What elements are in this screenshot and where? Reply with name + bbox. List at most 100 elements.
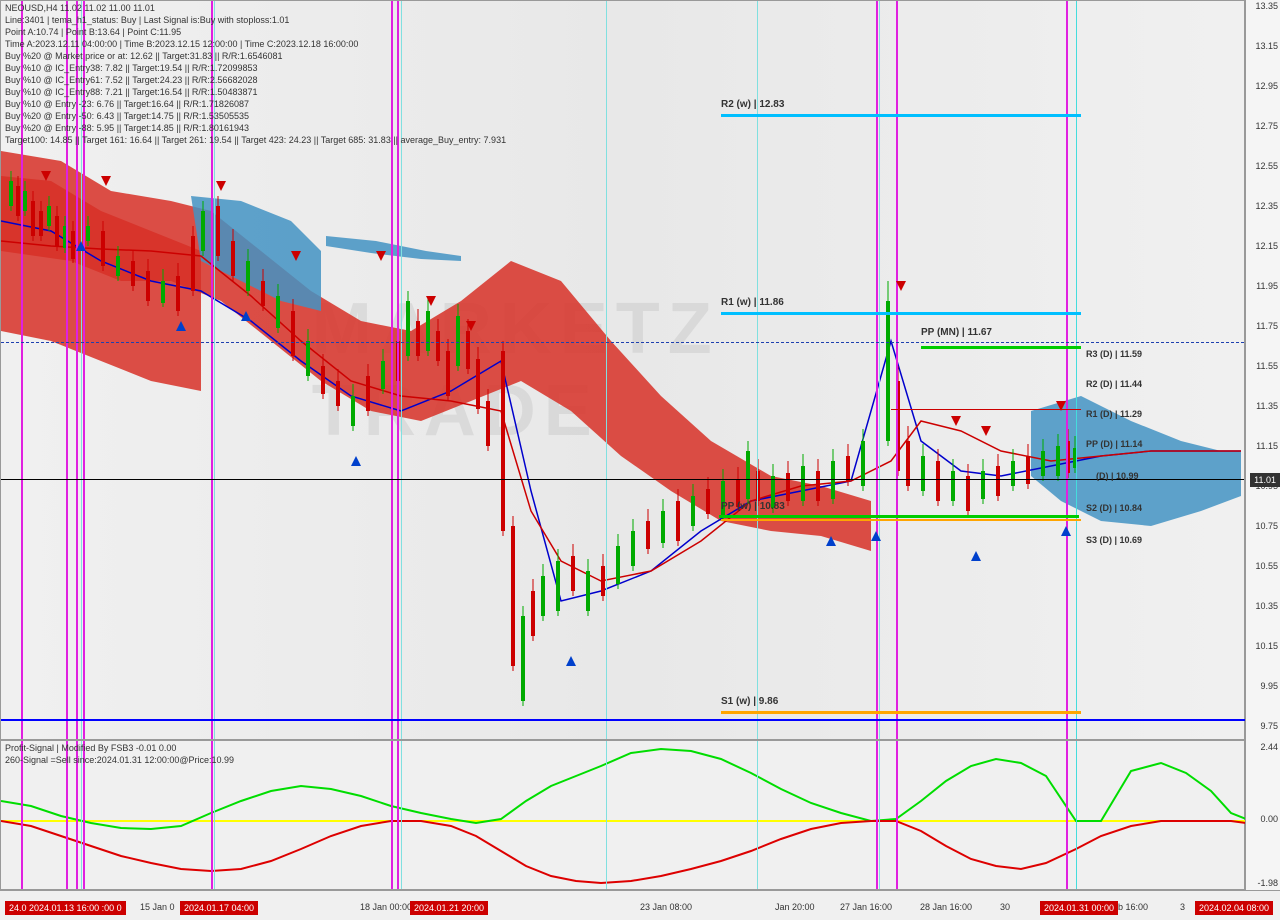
hline-red bbox=[891, 409, 1081, 410]
price-axis-label: 10.35 bbox=[1255, 601, 1278, 611]
price-axis-label: 12.75 bbox=[1255, 121, 1278, 131]
sell-arrow-icon bbox=[101, 176, 111, 186]
sell-arrow-icon bbox=[426, 296, 436, 306]
vline-magenta bbox=[876, 1, 878, 739]
pivot-r1w-line bbox=[721, 312, 1081, 315]
price-axis-label: 13.15 bbox=[1255, 41, 1278, 51]
indicator-subchart[interactable]: Profit-Signal | Modified By FSB3 -0.01 0… bbox=[0, 740, 1245, 890]
price-axis-label: 11.75 bbox=[1256, 321, 1278, 331]
price-axis-label: 12.95 bbox=[1255, 81, 1278, 91]
info-line: Buy %10 @ Entry -23: 6.76 || Target:16.6… bbox=[5, 99, 249, 109]
pivot-r1w-label: R1 (w) | 11.86 bbox=[721, 297, 784, 308]
price-axis-label: 10.75 bbox=[1255, 521, 1278, 531]
buy-arrow-icon bbox=[76, 241, 86, 251]
pivot-r2w-line bbox=[721, 114, 1081, 117]
vline-magenta-ind bbox=[1066, 741, 1068, 889]
sell-arrow-icon bbox=[376, 251, 386, 261]
sell-arrow-icon bbox=[951, 416, 961, 426]
price-axis-label: 12.35 bbox=[1255, 201, 1278, 211]
info-line: Buy %20 @ Market price or at: 12.62 || T… bbox=[5, 51, 282, 61]
vline-cyan-ind bbox=[1076, 741, 1077, 889]
price-axis-label: 11.35 bbox=[1256, 401, 1278, 411]
pivot-r2d-label: R2 (D) | 11.44 bbox=[1086, 379, 1142, 389]
price-axis-label: 13.35 bbox=[1255, 1, 1278, 11]
buy-arrow-icon bbox=[176, 321, 186, 331]
time-marker-box: 2024.02.04 08:00 bbox=[1195, 901, 1273, 915]
hline-green-resistance bbox=[921, 346, 1081, 349]
ind-label: 2.44 bbox=[1260, 742, 1278, 752]
price-axis-label: 9.75 bbox=[1260, 721, 1278, 731]
vline-cyan bbox=[1076, 1, 1077, 739]
pivot-s1w-label: S1 (w) | 9.86 bbox=[721, 696, 778, 707]
price-axis-label: 10.15 bbox=[1255, 641, 1278, 651]
price-axis-label: 10.55 bbox=[1255, 561, 1278, 571]
buy-arrow-icon bbox=[826, 536, 836, 546]
buy-arrow-icon bbox=[971, 551, 981, 561]
price-y-axis: 13.35 13.15 12.95 12.75 12.55 12.35 12.15 11.95… bbox=[1245, 0, 1280, 740]
time-marker-box: 24.0 2024.01.13 16:00 :00 0 bbox=[5, 901, 126, 915]
main-price-chart[interactable]: MARKETZ TRADE bbox=[0, 0, 1245, 740]
sell-arrow-icon bbox=[466, 321, 476, 331]
time-marker-box: 2024.01.31 00:00 bbox=[1040, 901, 1118, 915]
vline-magenta bbox=[391, 1, 393, 739]
time-axis-label: 30 bbox=[1000, 902, 1010, 912]
sell-arrow-icon bbox=[896, 281, 906, 291]
time-axis-label: 18 Jan 00:00 bbox=[360, 902, 412, 912]
ind-label: 0.00 bbox=[1260, 814, 1278, 824]
time-marker-box: 2024.01.21 20:00 bbox=[410, 901, 488, 915]
pivot-ppmn-label: PP (MN) | 11.67 bbox=[921, 327, 992, 338]
pivot-s1d-label: (D) | 10.99 bbox=[1096, 471, 1139, 481]
indicator-info-2: 260-Signal =Sell since:2024.01.31 12:00:… bbox=[5, 755, 234, 765]
time-axis-label: 27 Jan 16:00 bbox=[840, 902, 892, 912]
time-axis-label: 3 bbox=[1180, 902, 1185, 912]
hline-current-price bbox=[1, 479, 1244, 480]
sell-arrow-icon bbox=[291, 251, 301, 261]
vline-cyan bbox=[606, 1, 607, 739]
vline-cyan bbox=[879, 1, 880, 739]
vline-magenta-ind bbox=[397, 741, 399, 889]
price-axis-label: 11.95 bbox=[1256, 281, 1278, 291]
sell-arrow-icon bbox=[1056, 401, 1066, 411]
trading-chart-container: MARKETZ TRADE bbox=[0, 0, 1280, 920]
price-axis-label: 9.95 bbox=[1260, 681, 1278, 691]
chart-header-text: NEOUSD,H4 11.02 11.02 11.00 11.01 bbox=[5, 3, 155, 13]
vline-cyan-ind bbox=[757, 741, 758, 889]
time-axis-label: 28 Jan 16:00 bbox=[920, 902, 972, 912]
time-axis-label: 23 Jan 08:00 bbox=[640, 902, 692, 912]
hline-ppmn bbox=[1, 342, 1244, 343]
vline-cyan-ind bbox=[879, 741, 880, 889]
buy-arrow-icon bbox=[241, 311, 251, 321]
pivot-ppw-label: PP (w) | 10.83 bbox=[721, 501, 785, 512]
info-line: Target100: 14.85 || Target 161: 16.64 ||… bbox=[5, 135, 506, 145]
price-axis-label: 11.55 bbox=[1256, 361, 1278, 371]
time-axis-label: Jan 20:00 bbox=[775, 902, 815, 912]
vline-cyan bbox=[401, 1, 402, 739]
info-line: Buy %10 @ IC_Entry61: 7.52 || Target:24.… bbox=[5, 75, 257, 85]
hline-green-support bbox=[719, 515, 1079, 518]
price-axis-label: 11.15 bbox=[1256, 441, 1278, 451]
price-axis-label: 12.55 bbox=[1255, 161, 1278, 171]
info-line: Time A:2023.12.11 04:00:00 | Time B:2023… bbox=[5, 39, 358, 49]
buy-arrow-icon bbox=[871, 531, 881, 541]
info-line: Point A:10.74 | Point B:13.64 | Point C:… bbox=[5, 27, 181, 37]
time-axis-label: 15 Jan 0 bbox=[140, 902, 175, 912]
vline-cyan bbox=[757, 1, 758, 739]
pivot-s1w-line bbox=[721, 711, 1081, 714]
info-line: Buy %10 @ IC_Entry88: 7.21 || Target:16.… bbox=[5, 87, 257, 97]
vline-magenta bbox=[896, 1, 898, 739]
time-marker-box: 2024.01.17 04:00 bbox=[180, 901, 258, 915]
vline-magenta-ind bbox=[876, 741, 878, 889]
pivot-s3d-label: S3 (D) | 10.69 bbox=[1086, 535, 1142, 545]
pivot-r1d-label: R1 (D) | 11.29 bbox=[1086, 409, 1142, 419]
vline-cyan-ind bbox=[401, 741, 402, 889]
vline-cyan-ind bbox=[606, 741, 607, 889]
pivot-ppd-label: PP (D) | 11.14 bbox=[1086, 439, 1142, 449]
vline-magenta bbox=[397, 1, 399, 739]
price-axis-label: 12.15 bbox=[1255, 241, 1278, 251]
sell-arrow-icon bbox=[981, 426, 991, 436]
hline-blue-bottom bbox=[1, 719, 1246, 721]
info-line: Buy %10 @ IC_Entry38: 7.82 || Target:19.… bbox=[5, 63, 257, 73]
info-line: Buy %20 @ Entry -88: 5.95 || Target:14.8… bbox=[5, 123, 249, 133]
info-line: Line:3401 | tema_h1_status: Buy | Last S… bbox=[5, 15, 289, 25]
sell-arrow-icon bbox=[41, 171, 51, 181]
